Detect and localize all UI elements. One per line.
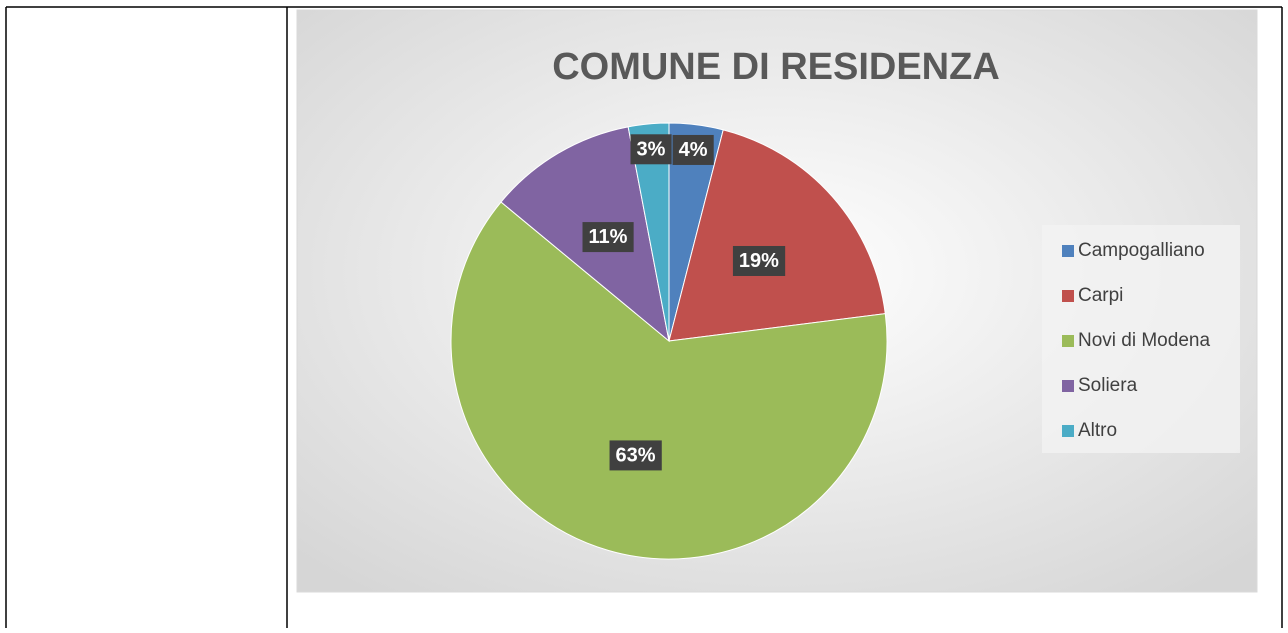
legend-swatch — [1062, 425, 1074, 437]
data-label-box — [630, 134, 672, 165]
legend-label: Soliera — [1078, 375, 1138, 396]
legend-label: Altro — [1078, 420, 1117, 441]
legend-label: Novi di Modena — [1078, 330, 1210, 351]
legend-swatch — [1062, 245, 1074, 257]
pie-slice — [627, 122, 670, 342]
chart-title: COMUNE DI RESIDENZA — [552, 46, 1000, 88]
legend-swatch — [1062, 380, 1074, 392]
data-label-box — [582, 222, 634, 253]
legend-swatch — [1062, 335, 1074, 347]
legend-label: Carpi — [1078, 285, 1123, 306]
data-label: 19% — [739, 250, 779, 272]
data-label-box — [609, 440, 662, 471]
legend-label: Campogalliano — [1078, 240, 1205, 261]
data-label: 4% — [679, 139, 708, 161]
data-label: 11% — [588, 226, 627, 248]
data-label: 63% — [616, 444, 656, 466]
data-label-box — [732, 245, 786, 276]
data-label: 3% — [636, 138, 665, 160]
data-label-box — [672, 134, 714, 165]
legend-swatch — [1062, 290, 1074, 302]
pie-slice — [450, 201, 888, 560]
pie-slice — [668, 129, 886, 342]
legend — [1042, 225, 1240, 453]
